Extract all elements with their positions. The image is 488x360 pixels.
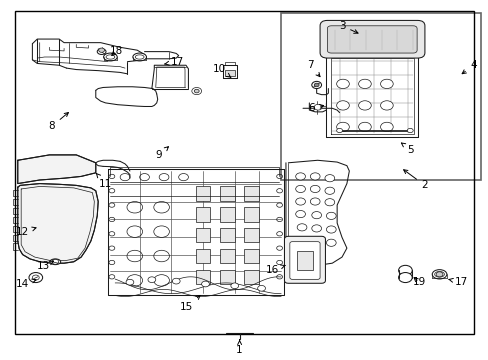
Circle shape bbox=[295, 185, 305, 193]
Bar bbox=[195, 186, 210, 201]
Text: 11: 11 bbox=[96, 174, 112, 189]
Text: 5: 5 bbox=[401, 143, 413, 154]
FancyBboxPatch shape bbox=[327, 26, 416, 53]
Ellipse shape bbox=[103, 53, 117, 61]
Circle shape bbox=[295, 198, 305, 205]
Text: 17: 17 bbox=[448, 277, 467, 287]
Circle shape bbox=[398, 265, 411, 275]
Circle shape bbox=[295, 211, 305, 218]
FancyBboxPatch shape bbox=[289, 242, 320, 279]
Circle shape bbox=[380, 122, 392, 132]
Circle shape bbox=[435, 272, 442, 277]
Circle shape bbox=[326, 212, 335, 220]
Text: 14: 14 bbox=[16, 279, 36, 289]
Circle shape bbox=[380, 79, 392, 89]
Circle shape bbox=[311, 81, 321, 89]
Circle shape bbox=[326, 239, 335, 246]
Text: 2: 2 bbox=[403, 170, 427, 190]
Circle shape bbox=[230, 283, 238, 289]
Circle shape bbox=[310, 198, 320, 205]
Circle shape bbox=[126, 279, 134, 285]
Bar bbox=[220, 228, 234, 242]
Circle shape bbox=[194, 89, 199, 93]
Circle shape bbox=[336, 79, 348, 89]
Text: 10: 10 bbox=[212, 64, 230, 77]
Bar bbox=[244, 249, 259, 263]
Ellipse shape bbox=[50, 259, 61, 265]
Text: 17: 17 bbox=[164, 57, 183, 67]
Text: 7: 7 bbox=[306, 60, 319, 77]
Circle shape bbox=[358, 79, 370, 89]
Bar bbox=[297, 251, 312, 270]
Polygon shape bbox=[18, 155, 96, 184]
Circle shape bbox=[311, 251, 321, 258]
Circle shape bbox=[297, 250, 306, 257]
Bar bbox=[220, 249, 234, 263]
Circle shape bbox=[398, 273, 411, 283]
Text: 18: 18 bbox=[110, 46, 123, 56]
Circle shape bbox=[326, 226, 335, 233]
Bar bbox=[224, 69, 235, 76]
Text: 19: 19 bbox=[411, 277, 425, 287]
FancyBboxPatch shape bbox=[320, 21, 424, 58]
Text: 9: 9 bbox=[156, 147, 168, 160]
Text: 16: 16 bbox=[265, 265, 285, 275]
Ellipse shape bbox=[133, 53, 146, 61]
Circle shape bbox=[257, 285, 265, 291]
Polygon shape bbox=[18, 184, 98, 263]
Text: 8: 8 bbox=[48, 113, 68, 131]
Circle shape bbox=[314, 83, 319, 87]
Text: 15: 15 bbox=[179, 296, 200, 312]
Bar bbox=[220, 186, 234, 201]
Circle shape bbox=[310, 185, 320, 193]
Bar bbox=[195, 270, 210, 284]
Circle shape bbox=[358, 101, 370, 110]
Bar bbox=[244, 270, 259, 284]
Ellipse shape bbox=[97, 49, 106, 54]
Bar bbox=[15, 12, 473, 334]
Bar bbox=[195, 228, 210, 242]
Circle shape bbox=[29, 273, 42, 283]
Bar bbox=[244, 186, 259, 201]
Circle shape bbox=[311, 212, 321, 219]
Circle shape bbox=[148, 277, 156, 283]
Bar bbox=[220, 207, 234, 222]
Circle shape bbox=[172, 278, 180, 284]
Circle shape bbox=[297, 237, 306, 244]
Bar bbox=[281, 13, 480, 180]
Text: 3: 3 bbox=[338, 21, 357, 33]
Bar bbox=[220, 270, 234, 284]
Circle shape bbox=[295, 173, 305, 180]
Text: 4: 4 bbox=[461, 60, 476, 74]
Circle shape bbox=[325, 187, 334, 194]
Text: 13: 13 bbox=[37, 261, 53, 271]
Circle shape bbox=[201, 281, 209, 287]
Ellipse shape bbox=[431, 270, 446, 279]
Text: 12: 12 bbox=[16, 227, 36, 237]
FancyBboxPatch shape bbox=[284, 236, 325, 283]
Circle shape bbox=[407, 129, 412, 133]
Circle shape bbox=[310, 173, 320, 180]
Circle shape bbox=[325, 175, 334, 182]
Circle shape bbox=[314, 104, 322, 110]
Circle shape bbox=[336, 129, 342, 133]
Circle shape bbox=[297, 224, 306, 231]
Text: 6: 6 bbox=[308, 103, 323, 113]
Text: 1: 1 bbox=[236, 340, 243, 355]
Circle shape bbox=[325, 199, 334, 206]
Circle shape bbox=[336, 122, 348, 132]
Circle shape bbox=[311, 238, 321, 245]
Bar bbox=[244, 207, 259, 222]
Bar bbox=[195, 207, 210, 222]
Bar bbox=[244, 228, 259, 242]
Circle shape bbox=[380, 101, 392, 110]
Circle shape bbox=[336, 101, 348, 110]
Circle shape bbox=[358, 122, 370, 132]
Circle shape bbox=[311, 225, 321, 232]
Bar bbox=[195, 249, 210, 263]
Circle shape bbox=[99, 48, 104, 52]
